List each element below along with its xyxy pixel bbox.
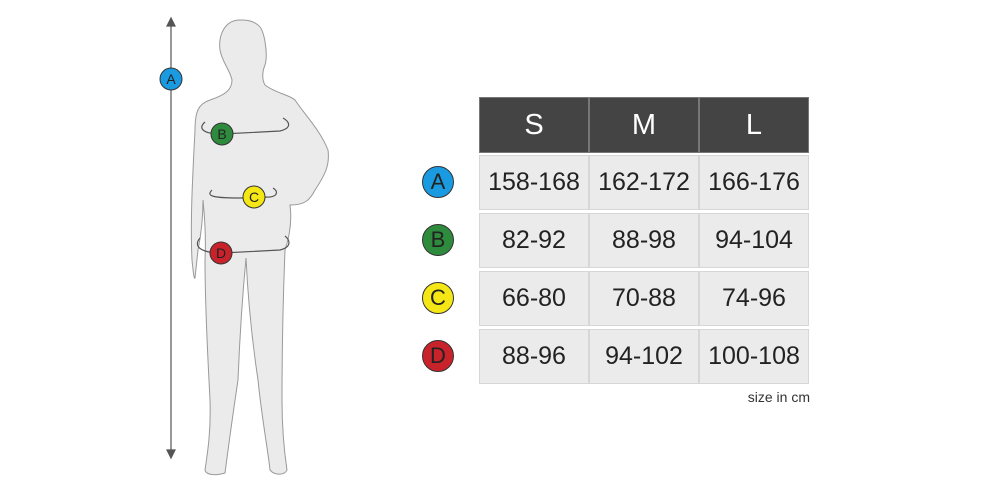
figure-label-a: A (166, 71, 176, 87)
table-cell: 166-176 (699, 155, 809, 210)
row-badge-d: D (422, 340, 454, 372)
body-figure: A B C D (159, 16, 329, 476)
table-cell: 88-96 (479, 329, 589, 384)
table-cell: 70-88 (589, 271, 699, 326)
figure-label-b: B (217, 126, 226, 142)
table-cell: 88-98 (589, 213, 699, 268)
table-cell: 94-104 (699, 213, 809, 268)
row-badge-b: B (422, 224, 454, 256)
figure-badges: A B C D (159, 67, 266, 265)
size-header-l: L (699, 97, 809, 153)
figure-label-d: D (216, 245, 226, 261)
table-cell: 158-168 (479, 155, 589, 210)
size-header-s: S (479, 97, 589, 153)
table-cell: 94-102 (589, 329, 699, 384)
row-badge-a: A (422, 166, 454, 198)
table-cell: 74-96 (699, 271, 809, 326)
figure-label-c: C (249, 189, 259, 205)
table-cell: 162-172 (589, 155, 699, 210)
row-badge-c: C (422, 282, 454, 314)
height-arrow (166, 16, 176, 460)
unit-note: size in cm (747, 389, 810, 405)
table-cell: 82-92 (479, 213, 589, 268)
table-cell: 100-108 (699, 329, 809, 384)
size-header-m: M (589, 97, 699, 153)
table-cell: 66-80 (479, 271, 589, 326)
